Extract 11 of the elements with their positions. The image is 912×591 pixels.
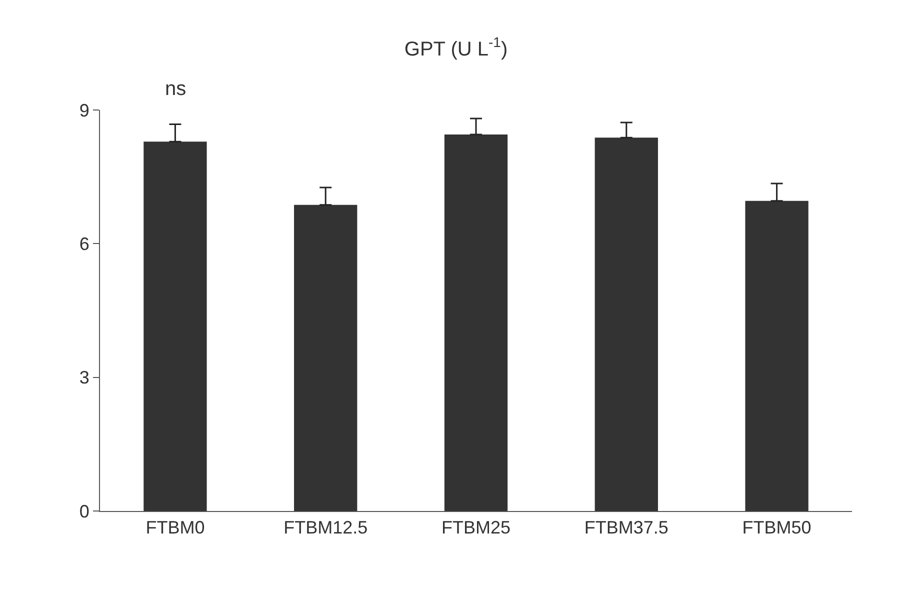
x-tick-label: FTBM25 — [441, 518, 511, 538]
x-tick-label: FTBM12.5 — [284, 518, 368, 538]
x-tick-label: FTBM0 — [146, 518, 205, 538]
y-tick-label: 9 — [79, 100, 90, 120]
chart-title: GPT (U L$^{-1}$) — [404, 34, 508, 60]
y-tick-label: 3 — [79, 368, 90, 388]
text: ns — [165, 78, 186, 100]
x-tick-label: FTBM50 — [742, 518, 812, 538]
y-tick-label: 0 — [79, 501, 90, 522]
y-tick-label: 6 — [79, 234, 90, 254]
x-tick-label: FTBM37.5 — [584, 518, 668, 538]
